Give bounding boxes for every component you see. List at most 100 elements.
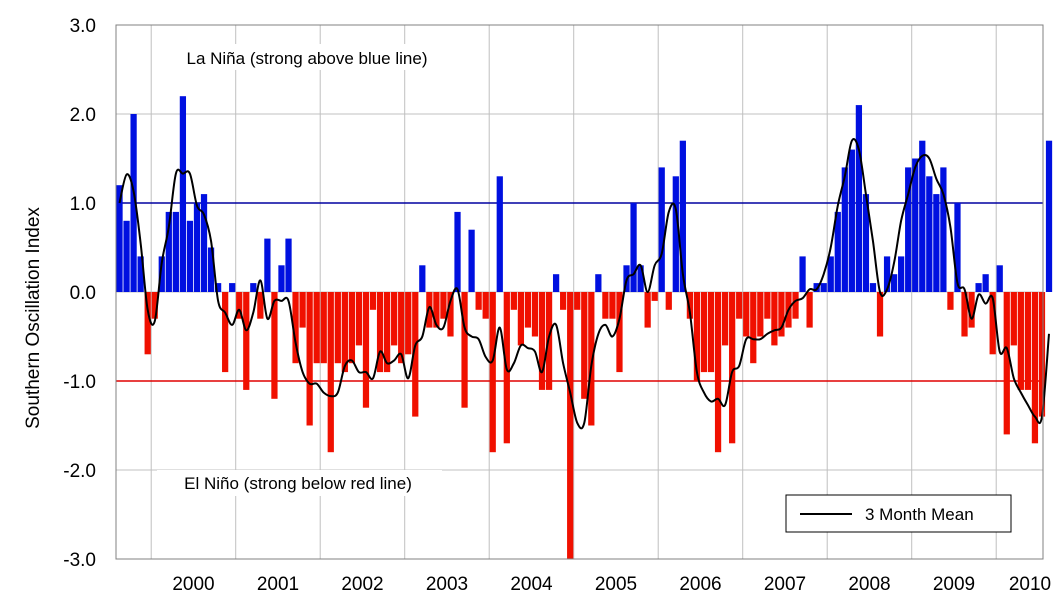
soi-bar <box>285 238 292 292</box>
x-tick-label: 2002 <box>341 574 383 595</box>
soi-bar <box>757 292 764 337</box>
soi-bar <box>313 292 320 364</box>
soi-bar <box>165 211 172 292</box>
soi-bar <box>271 292 278 399</box>
plot-border <box>115 24 1044 560</box>
soi-bar <box>440 292 447 319</box>
soi-bar <box>1003 292 1010 435</box>
soi-bar <box>806 292 813 328</box>
soi-bar <box>447 292 454 337</box>
soi-bar <box>320 292 327 364</box>
x-tick-label: 2003 <box>426 574 468 595</box>
soi-bar <box>630 203 637 292</box>
x-tick-label: 2008 <box>848 574 890 595</box>
el-nino-annotation-bg <box>157 470 442 496</box>
soi-bar <box>890 274 898 292</box>
soi-bar <box>989 292 996 355</box>
soi-bar <box>257 292 264 319</box>
soi-bar <box>489 292 496 453</box>
soi-bar <box>961 292 968 337</box>
soi-bar <box>813 283 820 292</box>
y-tick-label: -1.0 <box>63 372 96 393</box>
bar-layer <box>116 96 1053 559</box>
y-tick-label: 3.0 <box>70 16 96 37</box>
soi-bar <box>947 292 954 310</box>
el-nino-annotation: El Niño (strong below red line) <box>184 474 412 493</box>
soi-bar <box>482 292 489 319</box>
y-tick-label: 0.0 <box>70 283 96 304</box>
y-tick-label: 2.0 <box>70 105 96 126</box>
soi-bar <box>855 105 863 292</box>
y-tick-labels: 3.0 2.0 1.0 0.0 -1.0 -2.0 -3.0 <box>63 16 96 571</box>
soi-bar <box>672 176 679 292</box>
soi-bar <box>426 292 433 328</box>
soi-bar <box>743 292 750 337</box>
soi-bar <box>243 292 250 390</box>
la-nina-annotation: La Niña (strong above blue line) <box>187 49 428 68</box>
soi-bar <box>341 292 348 373</box>
soi-bar <box>229 283 236 292</box>
soi-bar <box>278 265 285 292</box>
soi-bar <box>369 292 377 310</box>
soi-bar <box>869 283 877 292</box>
soi-bar <box>588 292 595 426</box>
soi-bar <box>982 274 989 292</box>
x-tick-label: 2004 <box>510 574 553 595</box>
soi-bar <box>130 114 137 292</box>
soi-bar <box>398 292 405 364</box>
soi-bar <box>905 167 912 292</box>
soi-bar <box>876 292 884 337</box>
soi-bar <box>510 292 517 310</box>
soi-bar <box>560 292 567 310</box>
soi-bar <box>841 167 848 292</box>
soi-bar <box>792 292 799 319</box>
legend: 3 Month Mean <box>785 494 1012 533</box>
soi-bar <box>137 256 144 292</box>
soi-bar <box>214 283 222 292</box>
y-tick-label: 1.0 <box>70 194 96 215</box>
y-tick-label: -2.0 <box>63 461 96 482</box>
soi-bar <box>355 292 363 346</box>
soi-bar <box>144 292 151 355</box>
soi-bar <box>799 256 806 292</box>
soi-bar <box>595 274 602 292</box>
x-tick-label: 2005 <box>595 574 637 595</box>
soi-bar <box>581 292 588 399</box>
soi-bar <box>172 211 179 292</box>
soi-bar <box>968 292 975 328</box>
soi-bar <box>820 283 827 292</box>
soi-bar <box>376 292 384 373</box>
soi-bar <box>306 292 313 426</box>
soi-bar <box>644 292 651 328</box>
soi-bar <box>468 229 475 292</box>
three-month-mean-line <box>118 137 1050 430</box>
soi-bar <box>1010 292 1017 346</box>
soi-bar <box>193 203 201 292</box>
soi-bar <box>383 292 391 373</box>
soi-bar <box>714 292 722 453</box>
soi-bar <box>496 176 503 292</box>
soi-bar <box>264 238 271 292</box>
soi-bar <box>250 283 257 292</box>
mean-line-layer <box>118 137 1050 430</box>
x-tick-label: 2010 <box>1009 574 1051 595</box>
soi-bar <box>919 140 926 292</box>
x-tick-label: 2000 <box>172 574 214 595</box>
soi-bar <box>750 292 757 364</box>
soi-bar <box>1038 292 1046 417</box>
soi-bar <box>419 265 426 292</box>
x-tick-label: 2007 <box>764 574 806 595</box>
soi-bar <box>327 292 334 453</box>
soi-bar <box>236 292 243 319</box>
soi-bar <box>912 158 919 292</box>
soi-bar <box>665 292 672 310</box>
soi-bar <box>721 292 729 346</box>
soi-bar <box>567 292 574 559</box>
soi-bar <box>862 194 870 292</box>
soi-bar <box>778 292 785 337</box>
soi-bar <box>707 292 715 373</box>
soi-bar <box>299 292 306 328</box>
legend-label: 3 Month Mean <box>865 505 974 524</box>
soi-bar <box>834 211 841 292</box>
